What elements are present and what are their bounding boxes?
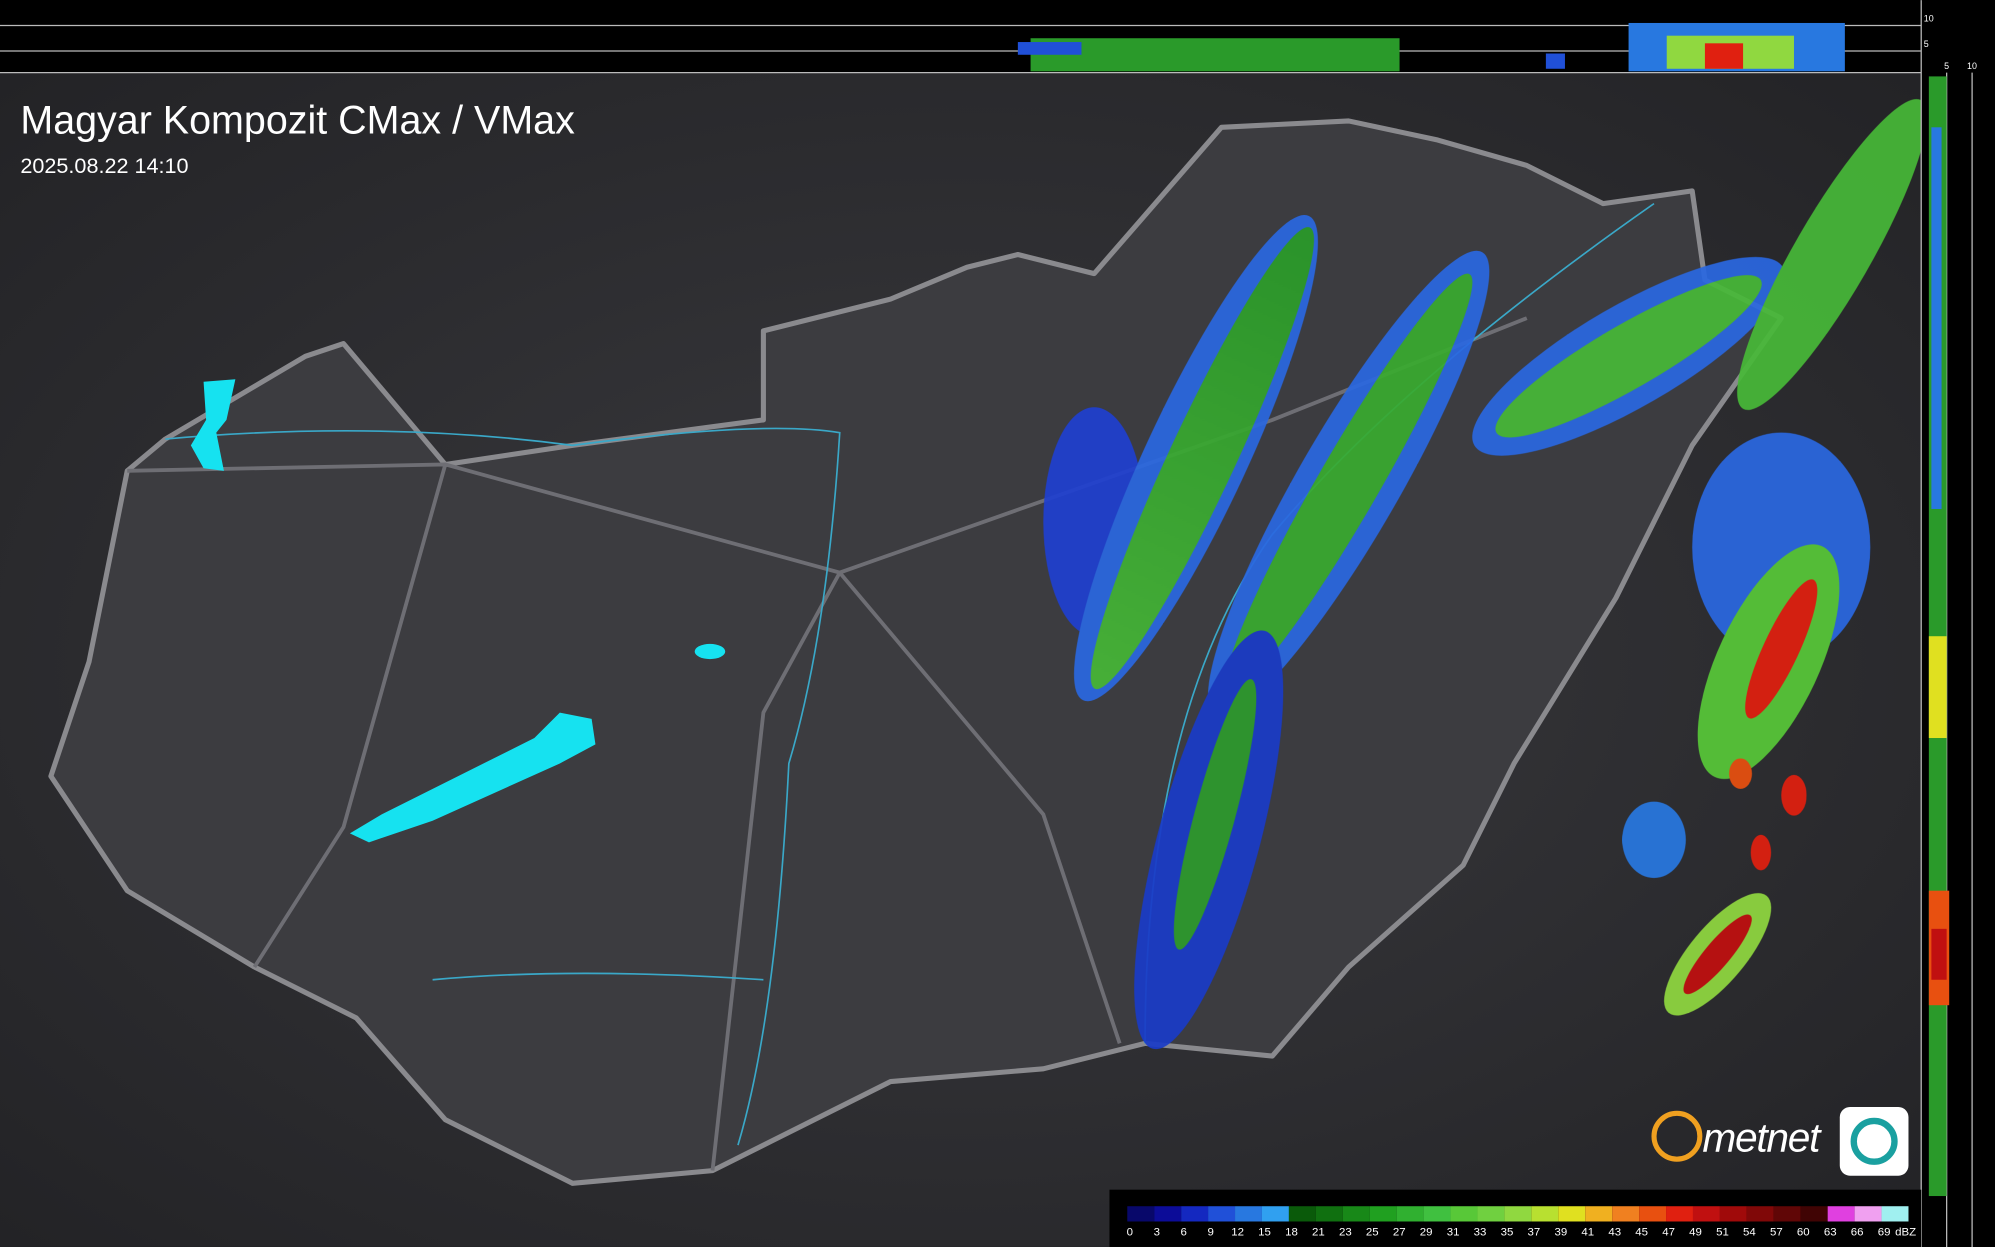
legend-swatch <box>1208 1206 1236 1222</box>
legend-swatch <box>1396 1206 1424 1222</box>
legend: 0 3 6 9 12 15 18 21 23 25 27 29 31 33 35 37 39 41 43 45 47 49… <box>1127 1206 1916 1238</box>
legend-label: 15 <box>1258 1226 1271 1238</box>
legend-swatch <box>1423 1206 1451 1222</box>
legend-swatch <box>1450 1206 1478 1222</box>
legend-label: 3 <box>1154 1226 1160 1238</box>
top-profile <box>0 0 1922 73</box>
legend-swatch <box>1854 1206 1882 1222</box>
legend-swatch <box>1235 1206 1262 1222</box>
legend-swatch <box>1692 1206 1720 1222</box>
timestamp: 2025.08.22 14:10 <box>20 153 188 178</box>
legend-swatch <box>1261 1206 1289 1222</box>
top-profile-echoes <box>1017 22 1845 72</box>
profile-tick-label: 10 <box>1967 61 1977 71</box>
legend-swatch <box>1719 1206 1747 1222</box>
legend-label: 25 <box>1366 1226 1379 1238</box>
legend-label: 29 <box>1420 1226 1433 1238</box>
right-profile-echoes <box>1928 76 1950 1197</box>
country-outline <box>48 118 1784 1186</box>
legend-label: 60 <box>1797 1226 1810 1238</box>
legend-label: 39 <box>1554 1226 1567 1238</box>
legend-label: 47 <box>1662 1226 1675 1238</box>
legend-label: 45 <box>1635 1226 1648 1238</box>
legend-swatch <box>1746 1206 1774 1222</box>
legend-label: 12 <box>1231 1226 1244 1238</box>
legend-label: 31 <box>1447 1226 1460 1238</box>
legend-label: 54 <box>1743 1226 1756 1238</box>
legend-label: 69 <box>1878 1226 1891 1238</box>
legend-swatch <box>1504 1206 1532 1222</box>
legend-label: 18 <box>1285 1226 1298 1238</box>
legend-swatch <box>1800 1206 1828 1222</box>
legend-label: 35 <box>1501 1226 1514 1238</box>
legend-swatch <box>1558 1206 1586 1222</box>
legend-swatch <box>1477 1206 1505 1222</box>
legend-swatch <box>1666 1206 1693 1222</box>
legend-swatch <box>1827 1206 1855 1222</box>
lakes <box>190 379 726 843</box>
legend-swatch <box>1369 1206 1397 1222</box>
legend-swatch <box>1639 1206 1667 1222</box>
legend-label: 27 <box>1393 1226 1406 1238</box>
profile-tick-label: 5 <box>1944 61 1949 71</box>
legend-label: 33 <box>1474 1226 1487 1238</box>
legend-label: 23 <box>1339 1226 1352 1238</box>
legend-swatch <box>1127 1206 1155 1222</box>
legend-swatch <box>1342 1206 1370 1222</box>
legend-label: 43 <box>1608 1226 1621 1238</box>
legend-unit: dBZ <box>1895 1226 1916 1238</box>
legend-swatch <box>1288 1206 1316 1222</box>
legend-swatch <box>1881 1206 1909 1222</box>
legend-label: 37 <box>1528 1226 1541 1238</box>
radar-echoes <box>1043 99 1928 1050</box>
legend-label: 41 <box>1581 1226 1594 1238</box>
legend-swatch <box>1773 1206 1801 1222</box>
legend-swatch <box>1315 1206 1343 1222</box>
legend-swatch <box>1181 1206 1209 1222</box>
legend-swatch <box>1612 1206 1640 1222</box>
legend-label: 66 <box>1851 1226 1864 1238</box>
legend-swatch <box>1585 1206 1613 1222</box>
legend-label: 9 <box>1207 1226 1213 1238</box>
legend-label: 63 <box>1824 1226 1837 1238</box>
legend-label: 51 <box>1716 1226 1729 1238</box>
legend-label: 57 <box>1770 1226 1783 1238</box>
legend-label: 49 <box>1689 1226 1702 1238</box>
legend-swatch <box>1154 1206 1182 1222</box>
profile-tick-label: 5 <box>1924 39 1929 49</box>
legend-swatch <box>1531 1206 1559 1222</box>
profile-tick-label: 10 <box>1924 14 1934 24</box>
title: Magyar Kompozit CMax / VMax <box>20 99 575 143</box>
legend-label: 21 <box>1312 1226 1325 1238</box>
logo-text: metnet <box>1702 1115 1822 1161</box>
legend-label: 6 <box>1181 1226 1187 1238</box>
logo: metnet <box>1651 1106 1909 1176</box>
legend-label: 0 <box>1127 1226 1133 1238</box>
